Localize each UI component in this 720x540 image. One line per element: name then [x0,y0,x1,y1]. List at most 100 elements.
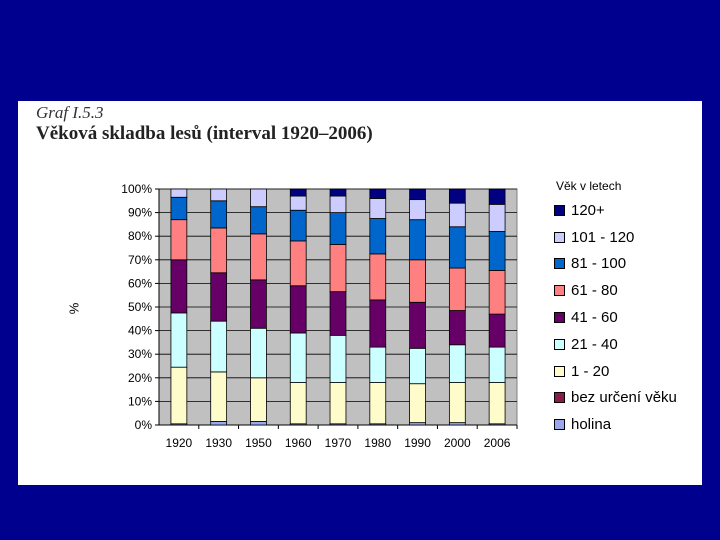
legend-swatch [554,419,565,431]
bar-segment [250,233,267,281]
bar-segment [409,259,426,303]
legend-title: Věk v letech [556,179,622,193]
bar-segment [369,218,387,255]
bar-segment [409,219,426,261]
legend-item: bez určení věku [554,385,694,412]
x-tick-label: 2006 [484,436,511,450]
bar-segment [329,195,347,214]
bar-segment [289,195,307,211]
bar-segment [369,346,387,383]
bar-segment [448,267,466,311]
legend-label: 120+ [571,201,605,219]
bar-segment [409,301,426,349]
bar-segment [369,299,387,348]
legend-label: 101 - 120 [571,228,635,246]
bar-segment [289,332,307,383]
bar-segment [210,320,228,373]
legend-swatch [554,204,565,216]
y-tick-label: 70% [128,253,152,267]
legend-swatch [554,285,565,297]
bar-segment [448,382,466,424]
bar-segment [369,253,387,301]
legend-swatch [554,231,565,243]
bar-segment [488,188,506,205]
bar-segment [170,188,188,198]
bar-segment [250,206,267,235]
bar-segment [210,188,228,202]
bar-segment [329,212,347,245]
bar-segment [369,198,387,219]
x-tick-label: 1920 [166,436,193,450]
y-tick-label: 10% [128,394,152,408]
legend-label: 81 - 100 [571,255,627,273]
bar-segment [250,188,267,208]
bar-segment [448,202,466,228]
bar-segment [210,272,228,322]
legend-item: 61 - 80 [554,277,694,304]
bar-segment [488,203,506,232]
x-tick-label: 1950 [245,436,272,450]
bar-segment [170,312,188,368]
bar-segment [448,310,466,346]
bar-segment [488,231,506,271]
bar-segment [250,327,267,379]
y-tick-label: 60% [128,276,152,290]
x-tick-label: 1970 [325,436,352,450]
bar-segment [289,240,307,287]
x-tick-label: 1960 [285,436,312,450]
legend-swatch [554,312,565,324]
stacked-bar-chart: 0% 10% 20% 30% 40% 50% 60% 70% 80% 90% 100% 1920 193… [121,182,518,450]
x-tick-label: 1980 [364,436,391,450]
bar-segment [329,188,347,197]
bar-segment [170,366,188,425]
bar-segment [488,270,506,315]
legend-item: holina [554,411,694,438]
bar-segment [210,227,228,274]
y-tick-label: 0% [135,418,153,432]
bar-segment [409,347,426,385]
chart-title: Věková skladba lesů (interval 1920–2006) [36,123,373,144]
legend: Věk v letech 120+ 101 - 120 81 - 100 61 - 8… [554,179,694,438]
y-tick-label: 80% [128,229,152,243]
legend-item: 101 - 120 [554,224,694,251]
bar-segment [210,200,228,229]
bar-segment [170,196,188,221]
legend-item: 1 - 20 [554,358,694,385]
bar-segment [448,344,466,383]
bar-segment [289,209,307,242]
x-tick-label: 2000 [444,436,471,450]
legend-label: 1 - 20 [571,362,610,380]
y-tick-label: 90% [128,206,152,220]
bar-segment [289,188,307,197]
legend-item: 81 - 100 [554,251,694,278]
bar-segment [170,259,188,314]
y-tick-label: 20% [128,371,152,385]
bar-segment [488,346,506,383]
legend-swatch [554,338,565,350]
bar-segment [250,421,267,426]
bar-segment [170,219,188,261]
y-tick-label: 40% [128,324,152,338]
legend-label: holina [571,416,612,434]
bar-segment [409,383,426,424]
bar-segment [210,371,228,422]
bar-segment [329,334,347,383]
bar-segment [250,377,267,422]
bar-segment [409,199,426,221]
bar-segment [488,382,506,425]
x-tick-label: 1990 [404,436,431,450]
bar-segment [329,244,347,293]
legend-label: 41 - 60 [571,309,618,327]
legend-item: 21 - 40 [554,331,694,358]
chart-panel: Graf I.5.3 Věková skladba lesů (interval… [18,101,702,485]
bar-segment [289,285,307,334]
legend-label: bez určení věku [571,389,677,407]
legend-item: 120+ [554,197,694,224]
bar-segment [329,382,347,425]
bar-segment [448,188,466,204]
legend-swatch [554,365,565,377]
bar-segment [250,279,267,329]
y-axis-label: % [66,302,82,315]
x-tick-label: 1930 [205,436,232,450]
legend-swatch [554,258,565,270]
